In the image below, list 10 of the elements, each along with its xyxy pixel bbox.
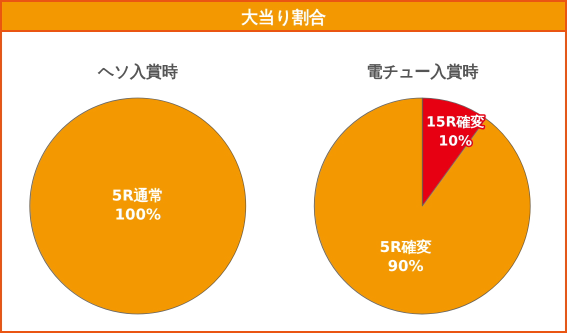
text: 大当り割合 — [241, 8, 326, 28]
pie-slice — [314, 98, 531, 314]
chart-title: 電チュー入賞時 — [366, 62, 478, 81]
chart-title: ヘソ入賞時 — [96, 62, 178, 81]
slice-label: 15R確変 — [426, 114, 484, 131]
data-label: 10% — [438, 134, 472, 150]
data-label: 90% — [388, 256, 424, 275]
slice-label: 5R確変 — [380, 238, 432, 256]
data-label: 100% — [114, 206, 161, 224]
slice-label: 5R通常 — [112, 186, 164, 204]
